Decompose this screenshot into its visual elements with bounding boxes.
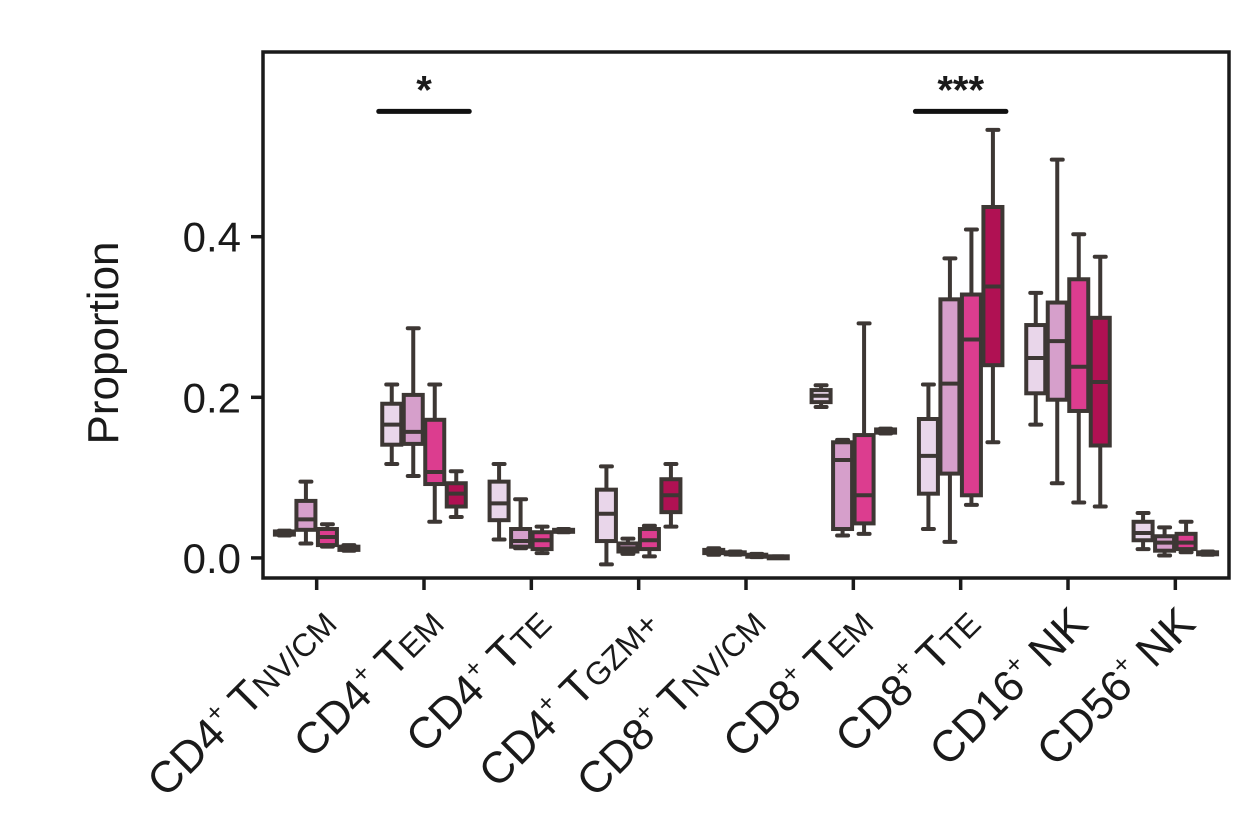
box-c6-g2 (959, 227, 983, 507)
box-c7-g3 (1088, 254, 1112, 509)
y-tick-label: 0.4 (183, 214, 241, 261)
box-c0-g0 (272, 528, 296, 538)
box-c8-g2 (1174, 519, 1198, 555)
box-c7-g1 (1045, 157, 1069, 486)
box-c6-g3 (981, 127, 1005, 445)
box-c1-g3 (444, 469, 468, 519)
box-body (831, 440, 855, 532)
box-body (1131, 519, 1155, 543)
box-c3-g3 (659, 461, 683, 529)
box-c2-g3 (552, 527, 576, 535)
box-c2-g2 (530, 524, 554, 556)
significance-stars: * (416, 68, 432, 112)
box-c3-g0 (594, 464, 618, 567)
box-c4-g3 (766, 554, 790, 561)
box-c8-g3 (1196, 549, 1220, 557)
box-c1-g1 (401, 326, 425, 479)
box-c3-g1 (616, 536, 640, 556)
box-c0-g3 (337, 543, 361, 553)
box-body (1045, 300, 1069, 402)
box-c2-g0 (487, 461, 511, 542)
box-c8-g0 (1131, 510, 1155, 552)
box-body (852, 433, 876, 526)
box-c4-g2 (745, 551, 769, 560)
box-c0-g1 (294, 479, 318, 546)
box-body (487, 479, 511, 523)
significance-stars: *** (937, 68, 984, 112)
label-sub: GZM+ (577, 605, 666, 694)
y-tick-label: 0.0 (183, 535, 241, 582)
box-c7-g0 (1024, 290, 1048, 427)
box-body (509, 527, 533, 549)
box-c8-g1 (1153, 525, 1177, 558)
y-axis: 0.0 0.2 0.4 (183, 214, 263, 582)
box-c5-g2 (852, 321, 876, 536)
box-c1-g2 (423, 382, 447, 524)
plot-area: * *** (272, 68, 1220, 567)
box-c6-g0 (916, 382, 940, 532)
y-tick-label: 0.2 (183, 374, 241, 421)
box-c4-g1 (723, 549, 747, 557)
box-c2-g1 (509, 497, 533, 551)
box-c5-g3 (874, 426, 898, 436)
box-body (294, 498, 318, 532)
box-c4-g0 (702, 546, 726, 557)
box-c7-g2 (1067, 232, 1091, 505)
box-body (938, 297, 962, 476)
box-body (401, 392, 425, 446)
box-body (423, 417, 447, 487)
box-c0-g2 (315, 522, 339, 549)
box-body (959, 292, 983, 498)
box-c1-g0 (380, 382, 404, 466)
box-c6-g1 (938, 256, 962, 544)
box-body (1067, 277, 1091, 413)
box-c5-g0 (809, 383, 833, 409)
box-c3-g2 (637, 523, 661, 559)
box-c5-g1 (831, 437, 855, 538)
y-axis-label: Proportion (79, 241, 128, 444)
